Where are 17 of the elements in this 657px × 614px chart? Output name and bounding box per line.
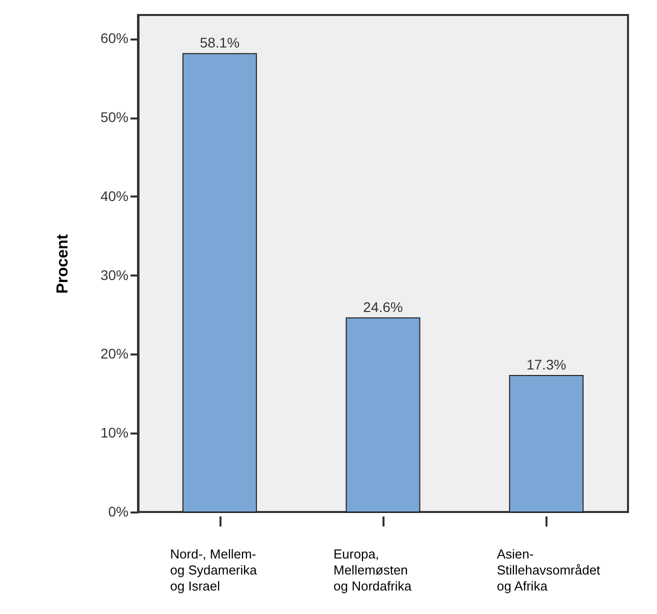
- y-tick-label: 60%: [100, 30, 128, 46]
- data-label: 58.1%: [200, 34, 240, 51]
- y-tick-label: 10%: [100, 424, 128, 441]
- y-tick-label: 40%: [100, 188, 128, 204]
- y-tick-label: 0%: [108, 504, 128, 520]
- data-label: 24.6%: [363, 298, 403, 315]
- y-axis-title: Procent: [54, 234, 72, 294]
- data-label: 17.3%: [526, 356, 566, 373]
- y-tick-label: 50%: [100, 109, 128, 126]
- x-tick-label: Europa, Mellemøsten og Nordafrika: [334, 546, 412, 594]
- x-tick-label: Nord-, Mellem- og Sydamerika og Israel: [170, 546, 258, 594]
- bar: [346, 317, 420, 512]
- bar: [509, 375, 584, 512]
- bar: [182, 53, 257, 512]
- x-tick-label: Asien- Stillehavsområdet og Afrika: [496, 546, 601, 594]
- y-tick-label: 30%: [100, 266, 128, 283]
- y-tick-label: 20%: [100, 346, 128, 362]
